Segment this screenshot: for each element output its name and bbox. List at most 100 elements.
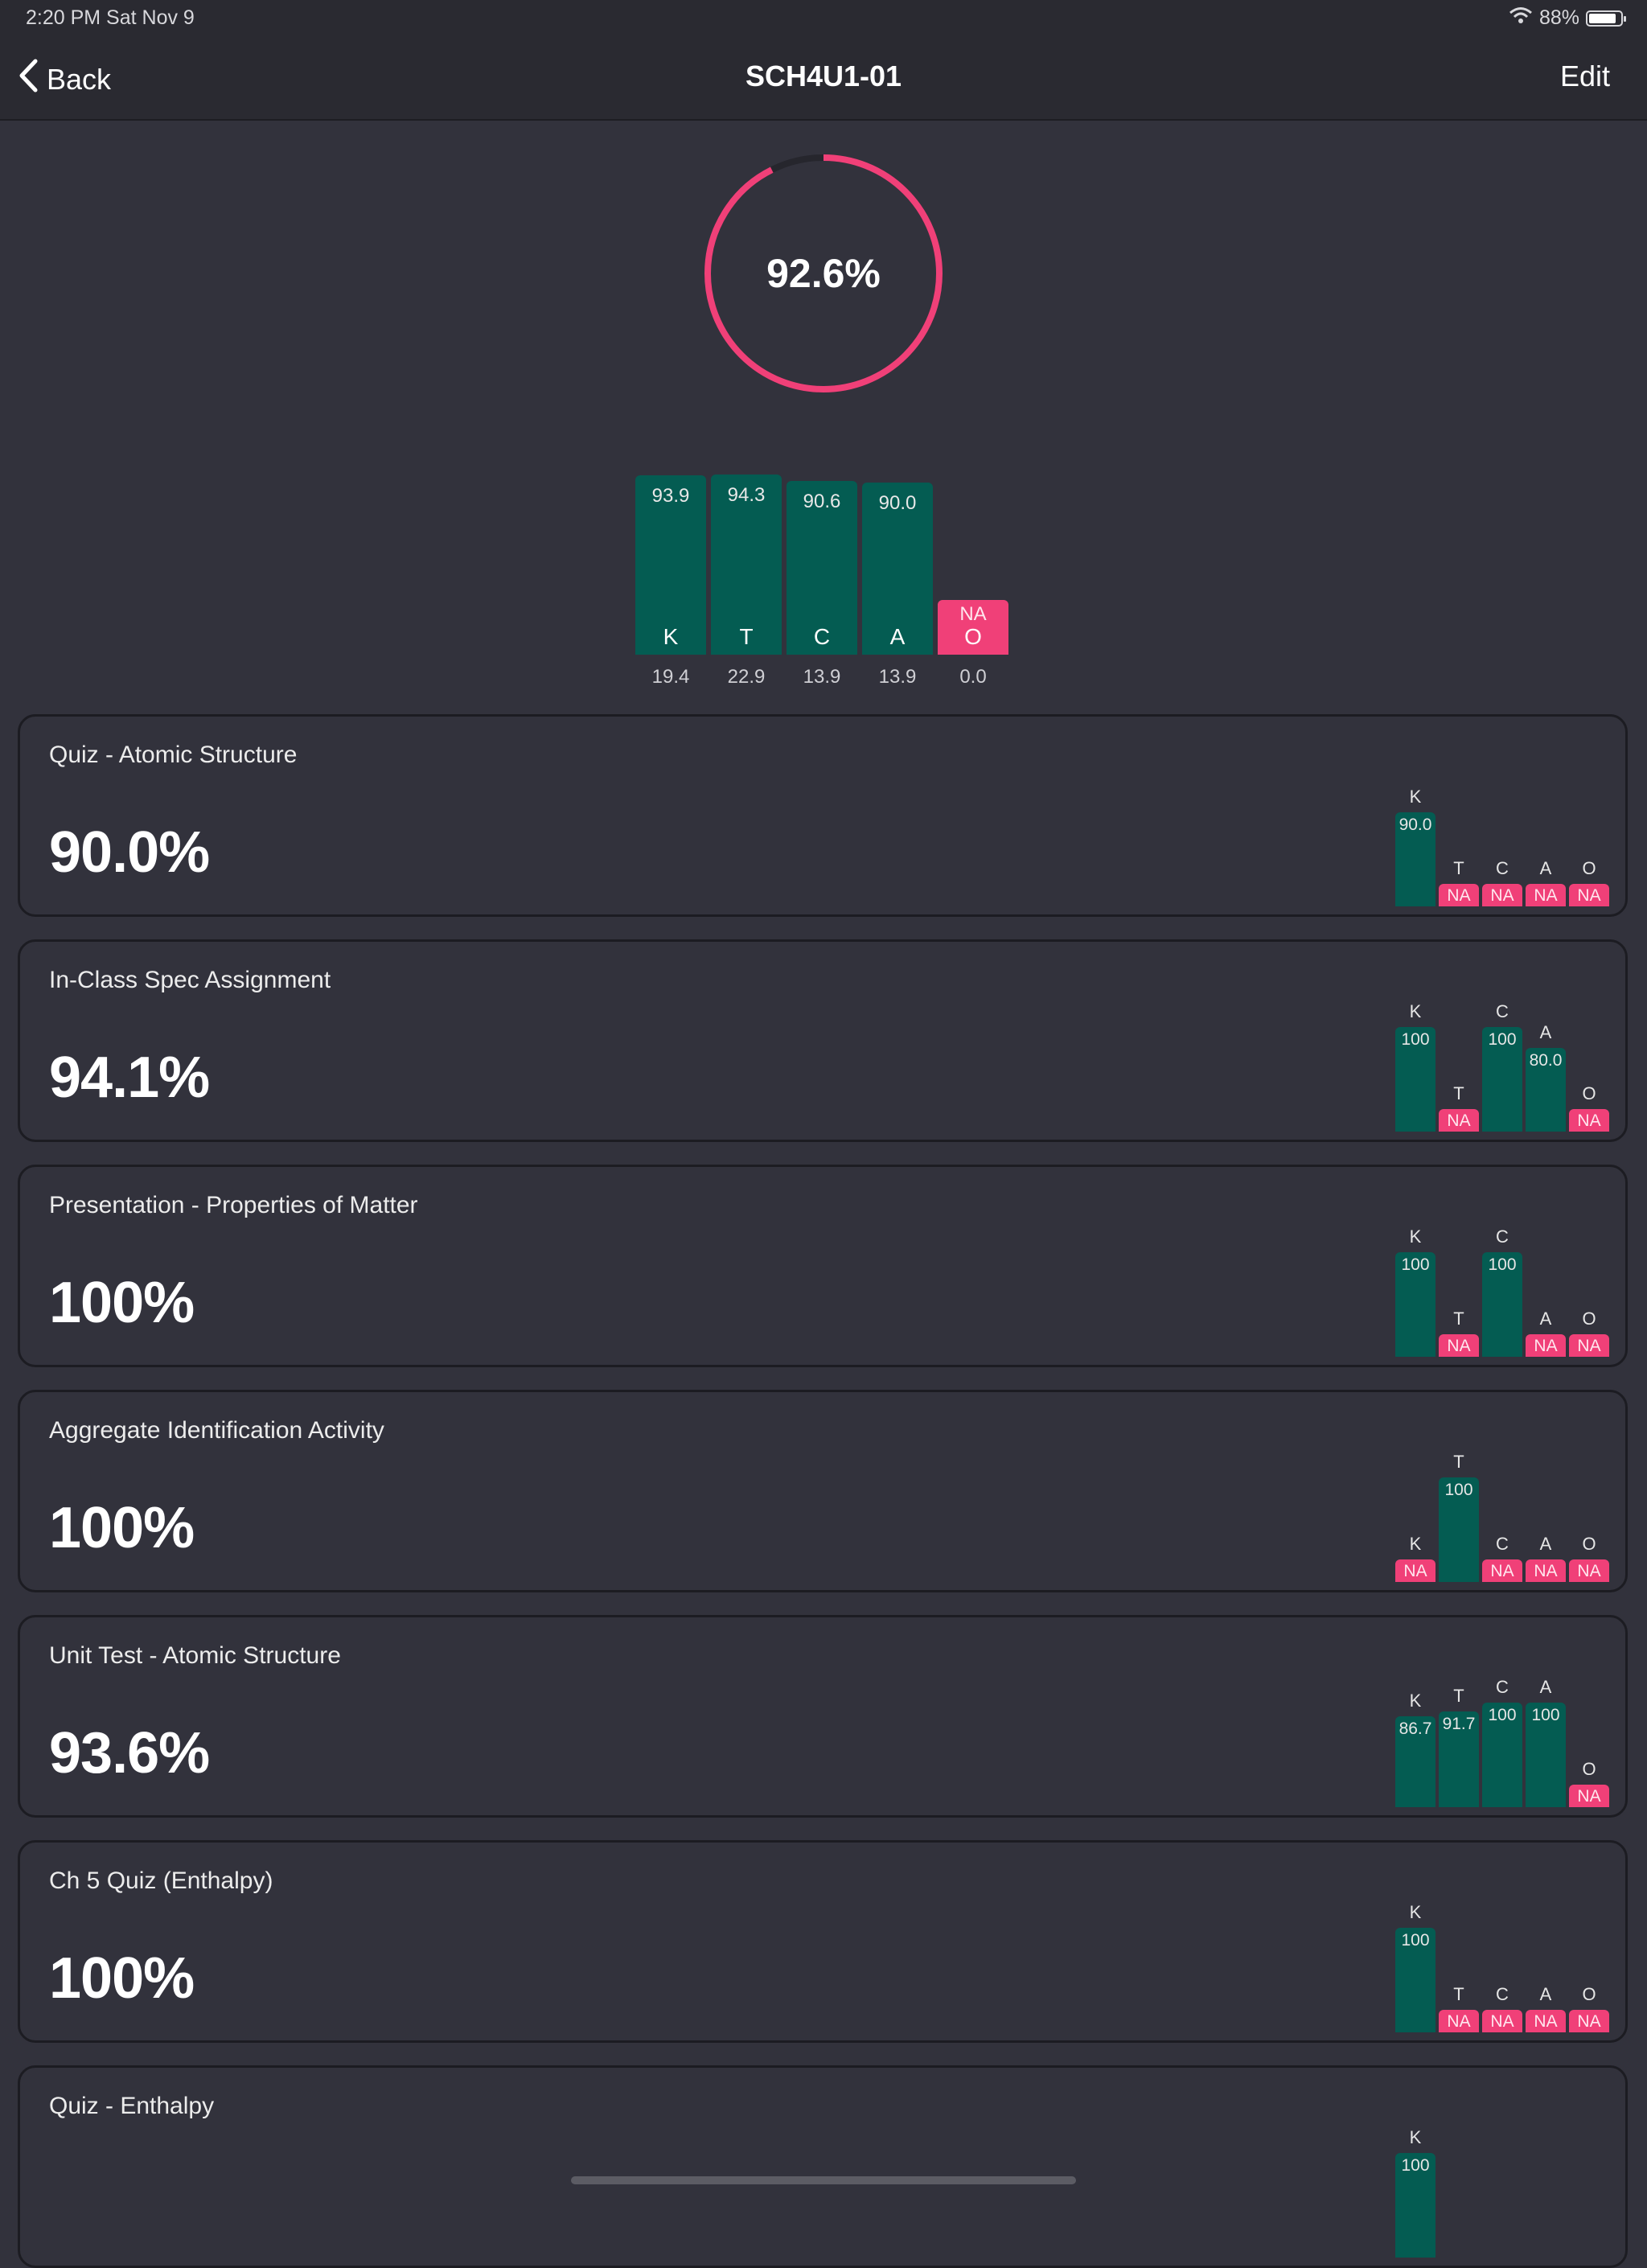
mini-column-k: NA K [1395,1392,1435,1590]
assessment-mini-chart: 100 K NA T 100 C 80.0 A NA O [1395,942,1625,1140]
assessment-card[interactable]: Aggregate Identification Activity 100% NA K… [18,1390,1628,1592]
mini-bar-value: 100 [1401,1030,1430,1049]
mini-bar-category: K [1409,1001,1422,1021]
mini-bar-category: C [1496,1984,1509,2004]
assessment-score: 100% [49,1496,195,1560]
mini-bar-category: T [1453,1984,1464,2004]
page-title: SCH4U1-01 [745,60,902,92]
assessment-title: Unit Test - Atomic Structure [49,1642,341,1669]
mini-bar-category: A [1539,1022,1552,1042]
mini-bar-value: NA [1577,1787,1601,1806]
assessment-card[interactable]: Ch 5 Quiz (Enthalpy) 100% 100 K NA T NA C NA A NA O [18,1840,1628,2043]
mini-bar: NA [1569,1334,1609,1357]
navigation-bar: 2:20 PM Sat Nov 9 88% Back SCH4U1-01 Edi… [0,0,1647,121]
back-button[interactable]: Back [18,58,111,101]
summary-column-o: NA O [938,463,1008,655]
mini-column-a: NA A [1526,1392,1566,1590]
mini-bar-category: O [1582,1534,1596,1554]
summary-bar-o: NA O [938,600,1008,655]
summary-column-t: 94.3 T [711,463,782,655]
mini-column-a: 80.0 A [1526,942,1566,1140]
mini-bar-category: K [1409,1691,1422,1711]
mini-bar-category: T [1453,1452,1464,1472]
mini-bar: 100 [1395,1027,1435,1132]
assessment-mini-chart: 86.7 K 91.7 T 100 C 100 A NA O [1395,1617,1625,1815]
mini-column-t: 91.7 T [1439,1617,1479,1815]
mini-bar: NA [1482,884,1522,906]
mini-bar: 86.7 [1395,1716,1435,1807]
mini-bar-value: NA [1534,2012,1558,2031]
assessment-title: Ch 5 Quiz (Enthalpy) [49,1867,273,1894]
mini-column-o: NA O [1569,717,1609,914]
mini-bar-value: NA [1534,1337,1558,1355]
mini-column-k: 100 K [1395,1843,1435,2040]
edit-button[interactable]: Edit [1559,60,1610,92]
mini-bar-category: C [1496,1677,1509,1697]
assessment-mini-chart: 90.0 K NA T NA C NA A NA O [1395,717,1625,914]
mini-bar-category: C [1496,1534,1509,1554]
assessment-card[interactable]: Presentation - Properties of Matter 100% 1… [18,1165,1628,1367]
mini-bar-value: NA [1403,1562,1427,1580]
summary-bar-c: 90.6 C [787,481,857,655]
assessment-score: 100% [49,1271,195,1335]
mini-bar-value: NA [1577,886,1601,905]
mini-bar-category: C [1496,1226,1509,1247]
mini-bar: 100 [1439,1477,1479,1582]
mini-bar-value: 100 [1531,1706,1560,1724]
mini-column-k: 86.7 K [1395,1617,1435,1815]
battery-icon [1586,10,1626,27]
mini-column-k: 100 K [1395,1167,1435,1365]
wifi-icon [1509,6,1533,30]
mini-bar: 100 [1482,1252,1522,1357]
mini-bar: NA [1526,1559,1566,1582]
mini-bar-value: 100 [1444,1481,1473,1499]
mini-bar-value: 100 [1401,1255,1430,1274]
mini-bar-value: NA [1577,1337,1601,1355]
mini-bar-value: 80.0 [1529,1051,1563,1070]
assessment-card[interactable]: Quiz - Atomic Structure 90.0% 90.0 K NA T NA C N… [18,714,1628,917]
mini-bar-category: K [1409,1534,1422,1554]
summary-bar-category: C [813,624,831,649]
mini-bar-value: 100 [1401,2156,1430,2175]
summary-bar-k: 93.9 K [635,475,706,655]
mini-bar: NA [1526,884,1566,906]
mini-column-c: 100 C [1482,1617,1522,1815]
mini-bar-value: 90.0 [1399,816,1432,834]
assessment-title: Aggregate Identification Activity [49,1417,384,1444]
mini-column-k: 100 K [1395,942,1435,1140]
mini-bar-value: NA [1534,1562,1558,1580]
mini-bar-value: NA [1577,2012,1601,2031]
summary-bar-value: NA [959,603,987,625]
mini-bar: NA [1569,1785,1609,1807]
assessment-card[interactable]: Quiz - Enthalpy 100 K [18,2065,1628,2268]
summary-column-c: 90.6 C [787,463,857,655]
assessment-title: Quiz - Enthalpy [49,2093,215,2119]
mini-bar-category: A [1539,1534,1552,1554]
summary-weight: 13.9 [803,666,841,688]
mini-bar: 90.0 [1395,812,1435,906]
mini-bar-category: O [1582,1083,1596,1103]
mini-bar-value: NA [1447,2012,1471,2031]
assessment-card[interactable]: Unit Test - Atomic Structure 93.6% 86.7 K 91… [18,1615,1628,1818]
summary-bar-category: A [889,624,906,649]
mini-bar-category: C [1496,858,1509,878]
assessment-card[interactable]: In-Class Spec Assignment 94.1% 100 K NA T 100 C… [18,939,1628,1142]
summary-column-k: 93.9 K [635,463,706,655]
mini-bar: 100 [1395,1252,1435,1357]
mini-bar-category: O [1582,1759,1596,1779]
mini-column-t: NA T [1439,1843,1479,2040]
mini-column-t: NA T [1439,1167,1479,1365]
mini-column-t: 100 T [1439,1392,1479,1590]
mini-bar-value: 86.7 [1399,1719,1432,1739]
mini-bar-value: 91.7 [1442,1714,1476,1733]
mini-bar: NA [1439,1109,1479,1132]
mini-bar: NA [1482,1559,1522,1582]
mini-bar-category: K [1409,787,1422,807]
mini-bar-value: 100 [1488,1030,1517,1049]
mini-column-c: 100 C [1482,1167,1522,1365]
status-time: 2:20 PM Sat Nov 9 [26,6,195,29]
mini-bar-value: NA [1447,1111,1471,1130]
assessment-score: 100% [49,1946,195,2011]
mini-bar-value: NA [1447,886,1471,905]
mini-column-t: NA T [1439,717,1479,914]
